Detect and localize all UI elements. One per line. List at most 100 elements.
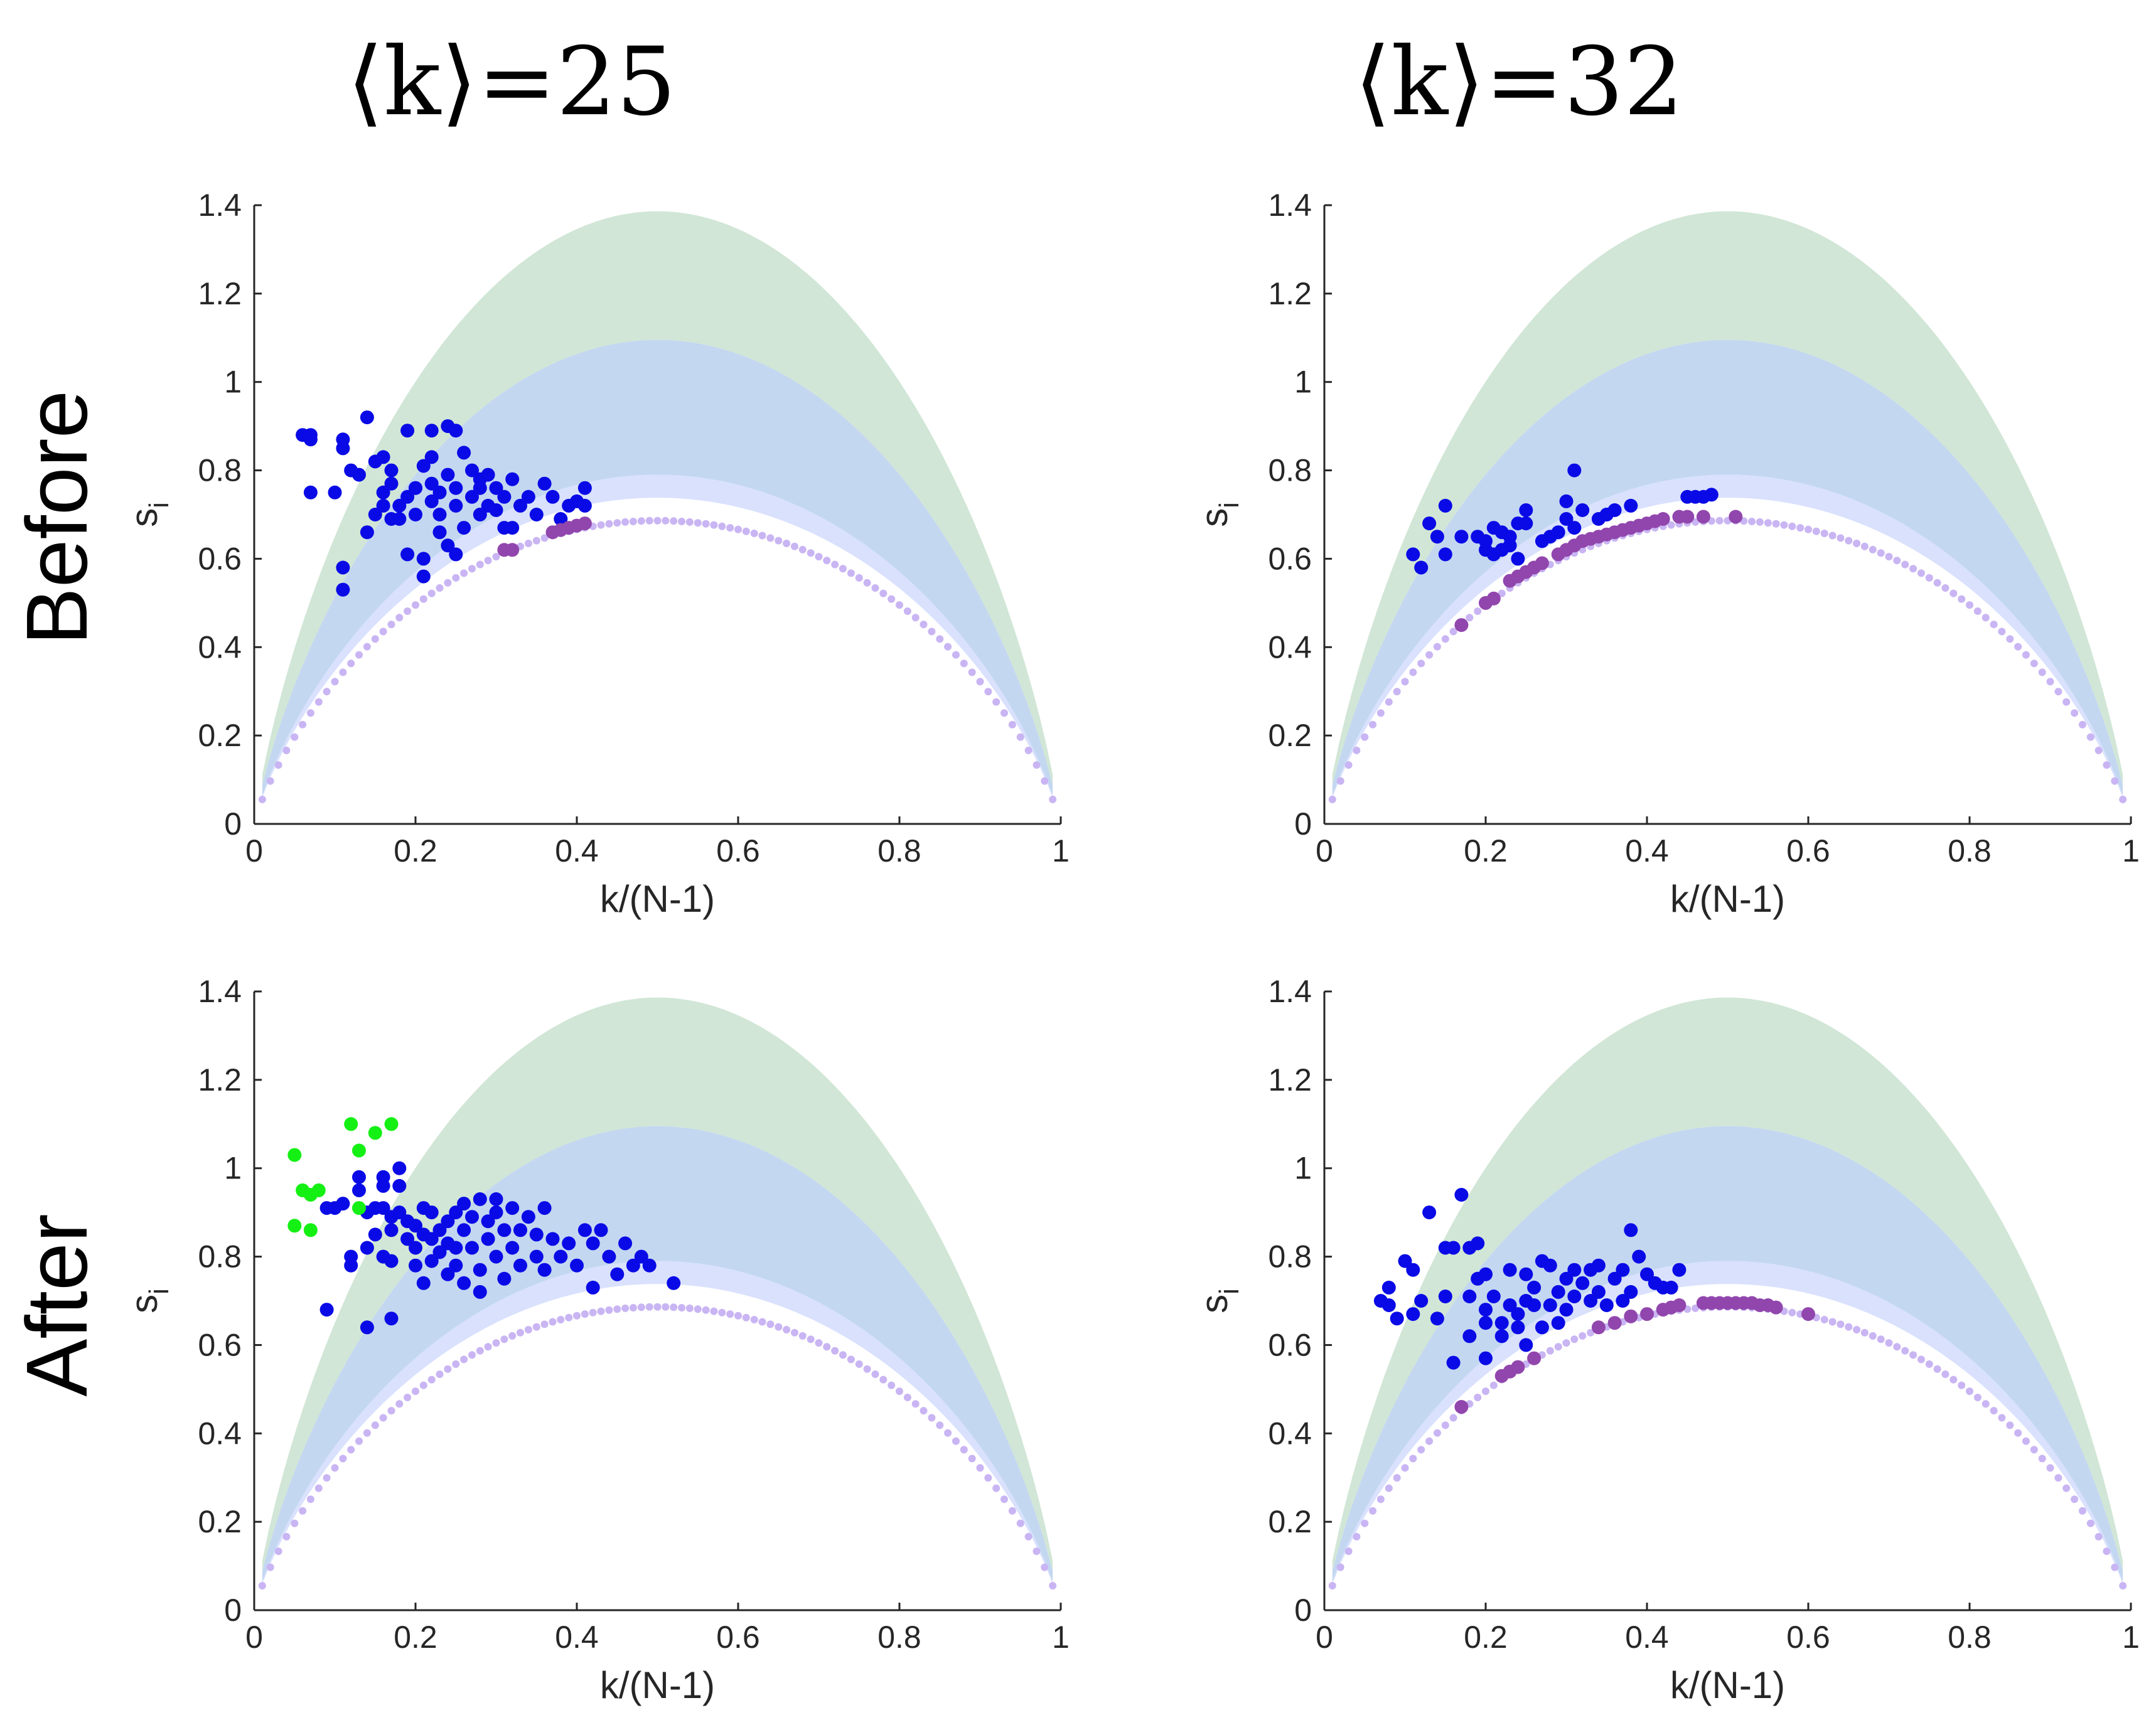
blue-data-point [489,503,503,517]
blue-data-point [409,508,422,521]
reference-curve-dot [920,1407,928,1415]
reference-curve-dot [775,537,783,545]
reference-curve-dot [662,1303,670,1311]
reference-curve-dot [726,1310,734,1318]
reference-curve-dot [2038,668,2046,676]
blue-data-point [416,569,431,584]
green-band [1332,211,2123,785]
blue-data-point [1406,1263,1420,1277]
reference-curve-dot [653,1303,662,1311]
blue-data-point [441,1267,455,1281]
blue-data-point [562,1236,576,1251]
reference-curve-dot [2030,660,2038,668]
blue-data-point [465,1210,479,1224]
blue-data-point [1462,1290,1477,1303]
blue-band [1332,1126,2123,1582]
reference-curve-dot [847,569,855,577]
y-tick-label: 0.8 [198,1239,242,1274]
blue-data-point [360,525,374,540]
reference-curve-dot [605,1306,613,1314]
y-axis-label-subscript: i [144,1288,174,1295]
blue-data-point [1624,1285,1638,1299]
reference-curve-dot [2062,698,2071,706]
blue-data-point [432,1223,447,1237]
reference-curve-dot [984,688,992,696]
scatter-panel-4: 0 0.2 0.4 0.6 0.8 1 0 0.2 0.4 0.6 0.8 1 1.2 1.4 k/(N-1… [1193,974,2140,1706]
blue-data-point [336,1197,350,1211]
x-tick-label: 0.8 [1948,833,1992,868]
reference-curve-dot [807,1335,815,1343]
reference-curve-dot [532,537,540,545]
blue-data-point [1567,521,1582,535]
blue-data-point [1519,1267,1533,1281]
blue-data-point [392,512,407,526]
green-data-point [303,1223,318,1237]
blue-data-point [497,489,512,504]
reference-curve-dot [613,1305,621,1313]
reference-curve-dot [888,595,896,603]
reference-curve-dot [1328,1582,1336,1589]
purple-data-point [1769,1300,1783,1315]
blue-data-point [505,521,520,535]
reference-curve-dot [621,518,630,526]
reference-curve-dot [476,560,484,569]
reference-curve-dot [1998,1414,2006,1422]
blue-data-point [1390,1311,1404,1326]
reference-curve-dot [1764,519,1772,527]
reference-curve-dot [314,1484,323,1492]
reference-curve-dot [758,1318,766,1326]
y-tick-label: 1.4 [198,188,242,223]
blue-data-point [570,1258,584,1273]
blue-data-point [1503,1298,1517,1312]
blue-data-point [1704,488,1719,502]
reference-curve-dot [823,1343,831,1351]
x-tick-label: 0.6 [716,833,760,868]
reference-curve-dot [266,1563,274,1571]
blue-data-point [457,1197,471,1211]
blue-data-point [602,1249,616,1264]
reference-curve-dot [484,1343,492,1351]
blue-data-point [1381,1298,1396,1312]
reference-curve-dot [702,1306,710,1314]
blue-data-point [1632,1249,1646,1264]
reference-curve-dot [1973,607,1982,615]
reference-curve-dot [258,796,266,803]
blue-data-point [545,489,560,504]
blue-data-point [1471,1236,1485,1251]
light-band [262,1261,1053,1584]
blue-data-point [1559,1271,1574,1286]
reference-curve-dot [1933,1365,1941,1373]
reference-curve-dot [629,518,637,525]
reference-curve-dot [807,549,815,557]
reference-curve-dot [1008,1507,1016,1515]
y-tick-label: 0.4 [1268,1416,1312,1451]
reference-curve-dot [1032,1547,1041,1556]
reference-curve-dot [1909,1351,1917,1359]
reference-curve-dot [492,553,500,561]
reference-curve-dot [960,1446,968,1454]
reference-curve-dot [871,1370,879,1378]
x-tick-label: 0.2 [1464,833,1508,868]
reference-curve-dot [379,628,387,636]
reference-curve-dot [1788,1308,1796,1317]
reference-curve-dot [1877,549,1885,557]
reference-curve-dot [291,733,299,741]
y-tick-label: 0.8 [1268,1239,1312,1274]
blue-data-point [344,1258,358,1273]
y-tick-label: 0.4 [198,1416,242,1451]
reference-curve-dot [597,1307,605,1315]
reference-curve-dot [1715,516,1724,525]
reference-curve-dot [460,1355,468,1364]
blue-data-point [1406,547,1420,562]
blue-data-point [513,1258,527,1273]
blue-data-point [432,1245,447,1259]
y-tick-label: 0.6 [198,541,242,576]
x-tick-label: 0.8 [1948,1620,1992,1655]
x-axis-label: k/(N-1) [600,878,715,920]
blue-data-point [432,508,447,521]
reference-curve-dot [1041,777,1049,785]
reference-curve-dot [702,520,710,528]
green-data-point [344,1117,358,1131]
blue-data-point [328,485,342,499]
reference-curve-dot [718,1308,726,1317]
